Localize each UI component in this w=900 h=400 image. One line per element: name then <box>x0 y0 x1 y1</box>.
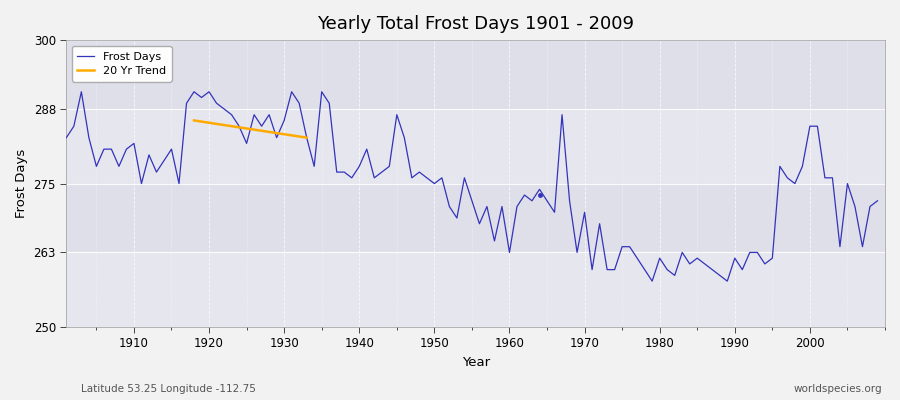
Frost Days <box>647 279 658 284</box>
Bar <box>67 252 885 327</box>
Frost Days <box>511 204 522 209</box>
20 Yr Trend <box>302 135 312 140</box>
Title: Yearly Total Frost Days 1901 - 2009: Yearly Total Frost Days 1901 - 2009 <box>317 15 634 33</box>
20 Yr Trend <box>241 126 252 131</box>
20 Yr Trend <box>279 132 290 137</box>
20 Yr Trend <box>226 124 237 128</box>
Text: Latitude 53.25 Longitude -112.75: Latitude 53.25 Longitude -112.75 <box>81 384 256 394</box>
Frost Days <box>129 141 140 146</box>
Y-axis label: Frost Days: Frost Days <box>15 149 28 218</box>
Bar <box>67 184 885 252</box>
Legend: Frost Days, 20 Yr Trend: Frost Days, 20 Yr Trend <box>72 46 172 82</box>
Line: Frost Days: Frost Days <box>67 92 878 281</box>
20 Yr Trend <box>286 133 297 138</box>
20 Yr Trend <box>248 127 259 132</box>
Frost Days <box>504 250 515 255</box>
20 Yr Trend <box>256 128 267 133</box>
Line: 20 Yr Trend: 20 Yr Trend <box>194 120 307 138</box>
Frost Days <box>338 170 349 174</box>
20 Yr Trend <box>271 131 282 136</box>
20 Yr Trend <box>234 125 245 130</box>
20 Yr Trend <box>264 130 274 134</box>
20 Yr Trend <box>189 118 200 123</box>
Frost Days <box>293 101 304 106</box>
20 Yr Trend <box>203 120 214 125</box>
20 Yr Trend <box>293 134 304 139</box>
Frost Days <box>602 267 613 272</box>
Text: worldspecies.org: worldspecies.org <box>794 384 882 394</box>
Bar <box>67 40 885 109</box>
Frost Days <box>61 135 72 140</box>
Bar <box>67 109 885 184</box>
Frost Days <box>76 89 86 94</box>
X-axis label: Year: Year <box>462 356 490 369</box>
20 Yr Trend <box>212 122 222 126</box>
Frost Days <box>872 198 883 203</box>
20 Yr Trend <box>196 119 207 124</box>
20 Yr Trend <box>219 123 230 128</box>
